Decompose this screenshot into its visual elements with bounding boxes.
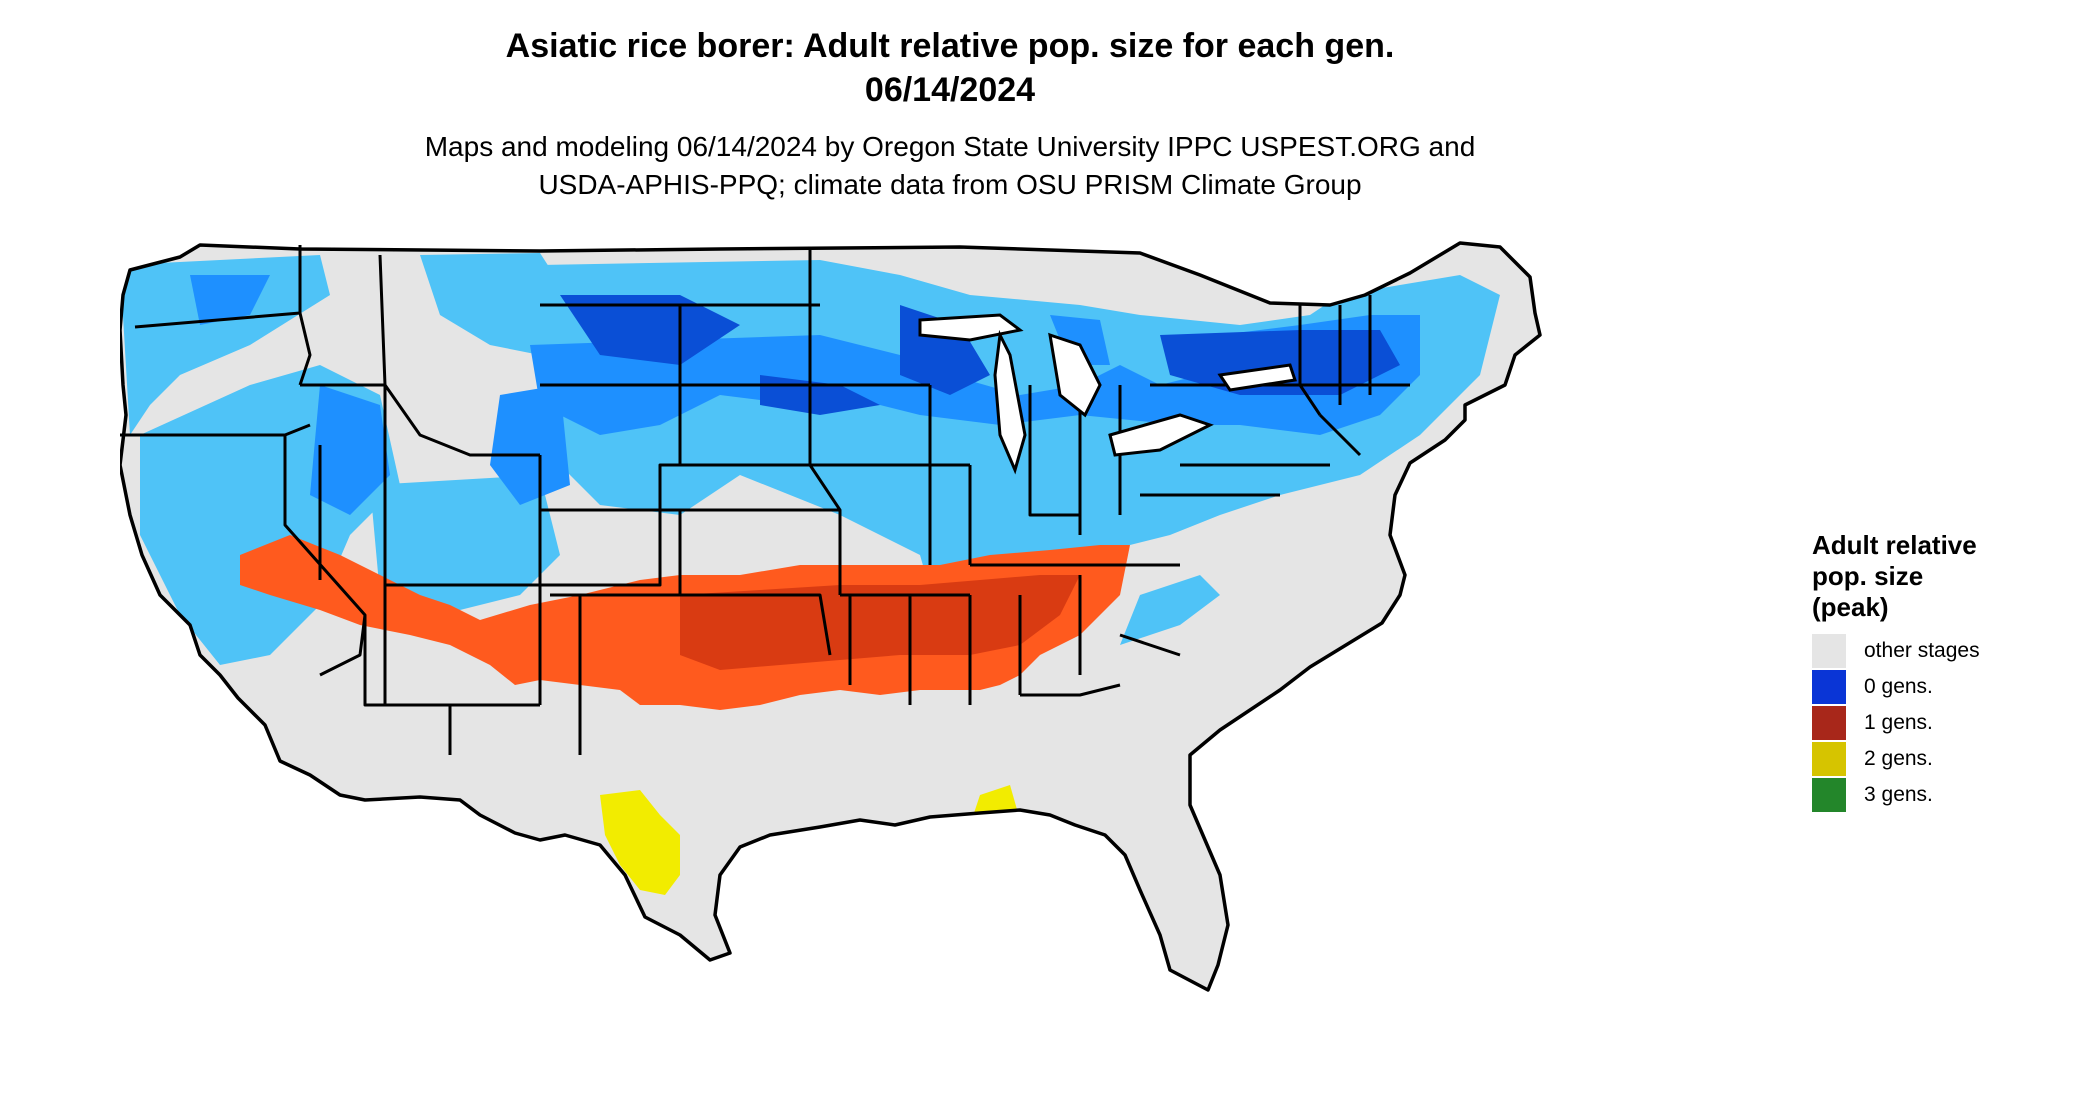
- legend-title: Adult relative pop. size (peak): [1812, 530, 2082, 623]
- legend-item-2-gens: 2 gens.: [1812, 741, 2082, 777]
- one-gen-dark-band: [680, 575, 1080, 670]
- legend-title-line-1: Adult relative: [1812, 530, 1977, 560]
- legend-label: 0 gens.: [1864, 675, 1933, 698]
- subtitle-line-1: Maps and modeling 06/14/2024 by Oregon S…: [424, 131, 1476, 162]
- state-borders: [118, 241, 1542, 992]
- legend-swatch: [1812, 706, 1846, 740]
- great-lakes: [918, 313, 1297, 475]
- two-gen-zone-texas: [600, 790, 680, 895]
- us-map: [118, 235, 1780, 1115]
- legend-swatch: [1812, 742, 1846, 776]
- legend-swatch: [1812, 778, 1846, 812]
- subtitle-line-2: USDA-APHIS-PPQ; climate data from OSU PR…: [538, 169, 1362, 200]
- legend-label: 1 gens.: [1864, 711, 1933, 734]
- legend: Adult relative pop. size (peak) other st…: [1812, 530, 2082, 813]
- legend-item-other-stages: other stages: [1812, 633, 2082, 669]
- us-map-svg: [118, 241, 1542, 992]
- legend-swatch: [1812, 670, 1846, 704]
- legend-item-0-gens: 0 gens.: [1812, 669, 2082, 705]
- map-title: Asiatic rice borer: Adult relative pop. …: [0, 24, 1900, 112]
- legend-item-1-gens: 1 gens.: [1812, 705, 2082, 741]
- legend-label: other stages: [1864, 639, 1980, 662]
- legend-label: 2 gens.: [1864, 747, 1933, 770]
- legend-label: 3 gens.: [1864, 783, 1933, 806]
- title-line-1: Asiatic rice borer: Adult relative pop. …: [505, 27, 1395, 65]
- legend-title-line-2: pop. size: [1812, 561, 1924, 591]
- title-line-2: 06/14/2024: [864, 71, 1036, 109]
- legend-title-line-3: (peak): [1812, 592, 1889, 622]
- legend-swatch: [1812, 634, 1846, 668]
- map-subtitle: Maps and modeling 06/14/2024 by Oregon S…: [0, 128, 1900, 204]
- legend-item-3-gens: 3 gens.: [1812, 777, 2082, 813]
